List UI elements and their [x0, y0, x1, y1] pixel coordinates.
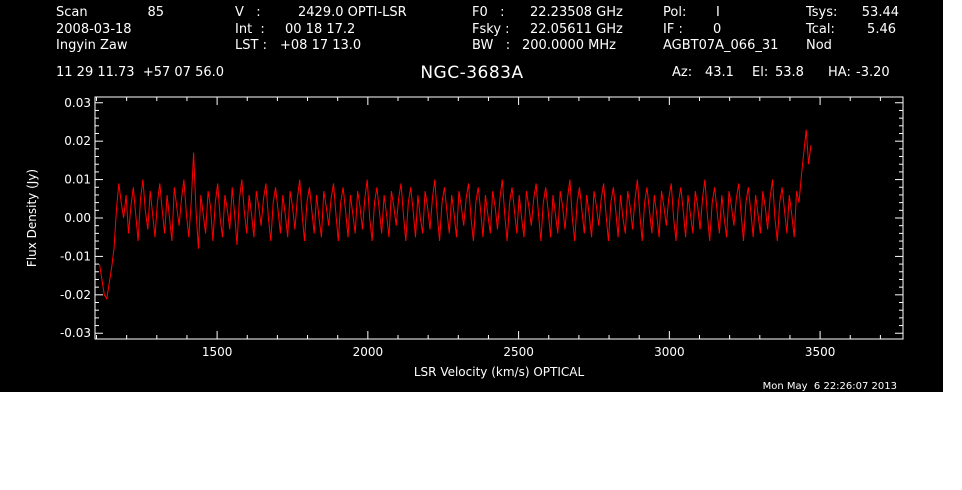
- elevation-value: 53.8: [775, 65, 804, 80]
- spectrum-panel: Scan 85 2008-03-18 Ingyin Zaw V : 2429.0…: [0, 0, 943, 392]
- x-tick-label: 3500: [805, 345, 836, 359]
- project-id: AGBT07A_066_31: [663, 38, 779, 53]
- tsys-label: Tsys:: [806, 5, 838, 20]
- x-tick-label: 1500: [202, 345, 233, 359]
- x-tick-label: 2500: [503, 345, 534, 359]
- tcal-label: Tcal:: [806, 22, 835, 37]
- velocity-value: 2429.0 OPTI-LSR: [298, 5, 407, 20]
- source-name: NGC-3683A: [420, 63, 524, 83]
- velocity-label: V :: [235, 5, 261, 20]
- sky-frequency-value: 22.05611 GHz: [530, 22, 623, 37]
- generation-timestamp: Mon May 6 22:26:07 2013: [762, 381, 897, 392]
- azimuth-label: Az:: [672, 65, 693, 80]
- polarization-value: I: [716, 5, 720, 20]
- lst-value: +08 17 13.0: [280, 38, 362, 53]
- azimuth-value: 43.1: [705, 65, 734, 80]
- observation-date: 2008-03-18: [56, 22, 132, 37]
- if-label: IF :: [663, 22, 683, 37]
- y-tick-label: 0.02: [64, 134, 91, 148]
- integration-value: 00 18 17.2: [285, 22, 356, 37]
- y-axis-label: Flux Density (Jy): [25, 169, 39, 267]
- switching-mode: Nod: [806, 38, 832, 53]
- hour-angle-value: -3.20: [856, 65, 890, 80]
- y-tick-label: 0.03: [64, 96, 91, 110]
- if-value: 0: [713, 22, 722, 37]
- plot-frame: [94, 96, 904, 340]
- integration-label: Int :: [235, 22, 265, 37]
- tcal-value: 5.46: [867, 22, 896, 37]
- rest-frequency-label: F0 :: [472, 5, 505, 20]
- x-axis-label: LSR Velocity (km/s) OPTICAL: [414, 365, 585, 379]
- y-tick-label: -0.02: [60, 288, 91, 302]
- series-line: [99, 129, 812, 301]
- bandwidth-value: 200.0000 MHz: [522, 38, 616, 53]
- x-tick-label: 3000: [654, 345, 685, 359]
- bandwidth-label: BW :: [472, 38, 511, 53]
- tsys-value: 53.44: [861, 5, 899, 20]
- elevation-label: El:: [752, 65, 769, 80]
- observer-name: Ingyin Zaw: [56, 38, 128, 53]
- y-tick-label: -0.03: [60, 326, 91, 340]
- y-tick-label: 0.01: [64, 173, 91, 187]
- hour-angle-label: HA:: [828, 65, 851, 80]
- polarization-label: Pol:: [663, 5, 687, 20]
- spectrum-plot: 1500 2000 2500 3000 3500 0.03 0.02 0.01 0.00 -0.0…: [25, 96, 904, 379]
- scan-number: 85: [147, 5, 164, 20]
- y-tick-label: 0.00: [64, 211, 91, 225]
- x-tick-label: 2000: [353, 345, 384, 359]
- lst-label: LST :: [235, 38, 267, 53]
- sky-frequency-label: Fsky :: [472, 22, 510, 37]
- rest-frequency-value: 22.23508 GHz: [530, 5, 623, 20]
- scan-label: Scan: [56, 5, 88, 20]
- y-tick-label: -0.01: [60, 249, 91, 263]
- source-coordinates: 11 29 11.73 +57 07 56.0: [56, 65, 225, 80]
